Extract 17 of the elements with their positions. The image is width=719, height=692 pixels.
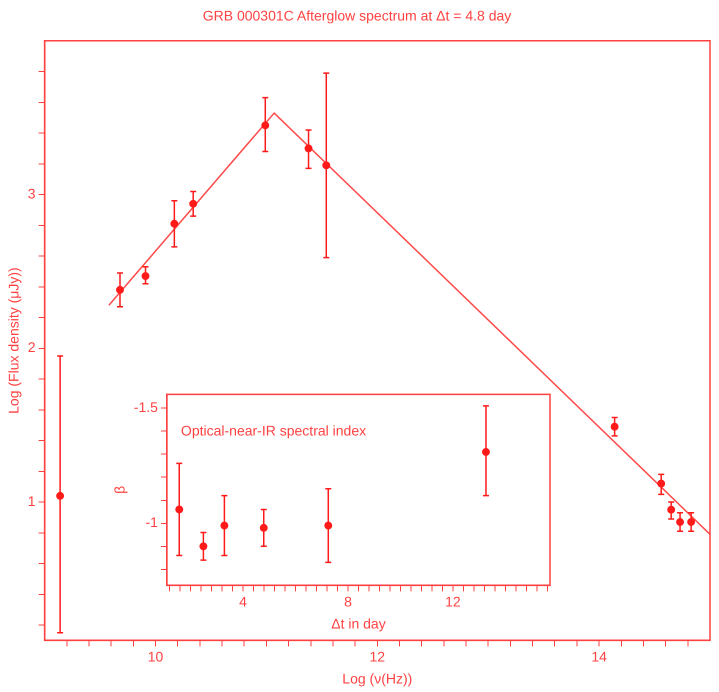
annotation: Optical-near-IR spectral index bbox=[180, 422, 366, 438]
x-tick-label: 12 bbox=[370, 648, 386, 665]
y-tick-label: -1.5 bbox=[134, 399, 158, 416]
y-tick-label: 3 bbox=[28, 185, 36, 202]
y-tick-label: 2 bbox=[28, 339, 36, 356]
x-axis-title: Δt in day bbox=[331, 615, 386, 632]
x-tick-label: 8 bbox=[344, 594, 352, 610]
x-tick-label: 14 bbox=[591, 648, 608, 665]
x-axis-title: Log (ν(Hz)) bbox=[342, 670, 412, 686]
x-tick-label: 12 bbox=[445, 594, 461, 610]
chart-title: GRB 000301C Afterglow spectrum at Δt = 4.8 day bbox=[202, 7, 512, 24]
y-axis-title: Log (Flux density (μJy)) bbox=[5, 267, 22, 414]
y-tick-label: 1 bbox=[28, 492, 36, 509]
y-tick-label: -1 bbox=[145, 514, 158, 530]
x-tick-label: 10 bbox=[148, 648, 164, 665]
x-tick-label: 4 bbox=[239, 594, 248, 610]
y-axis-title: β bbox=[111, 486, 128, 494]
